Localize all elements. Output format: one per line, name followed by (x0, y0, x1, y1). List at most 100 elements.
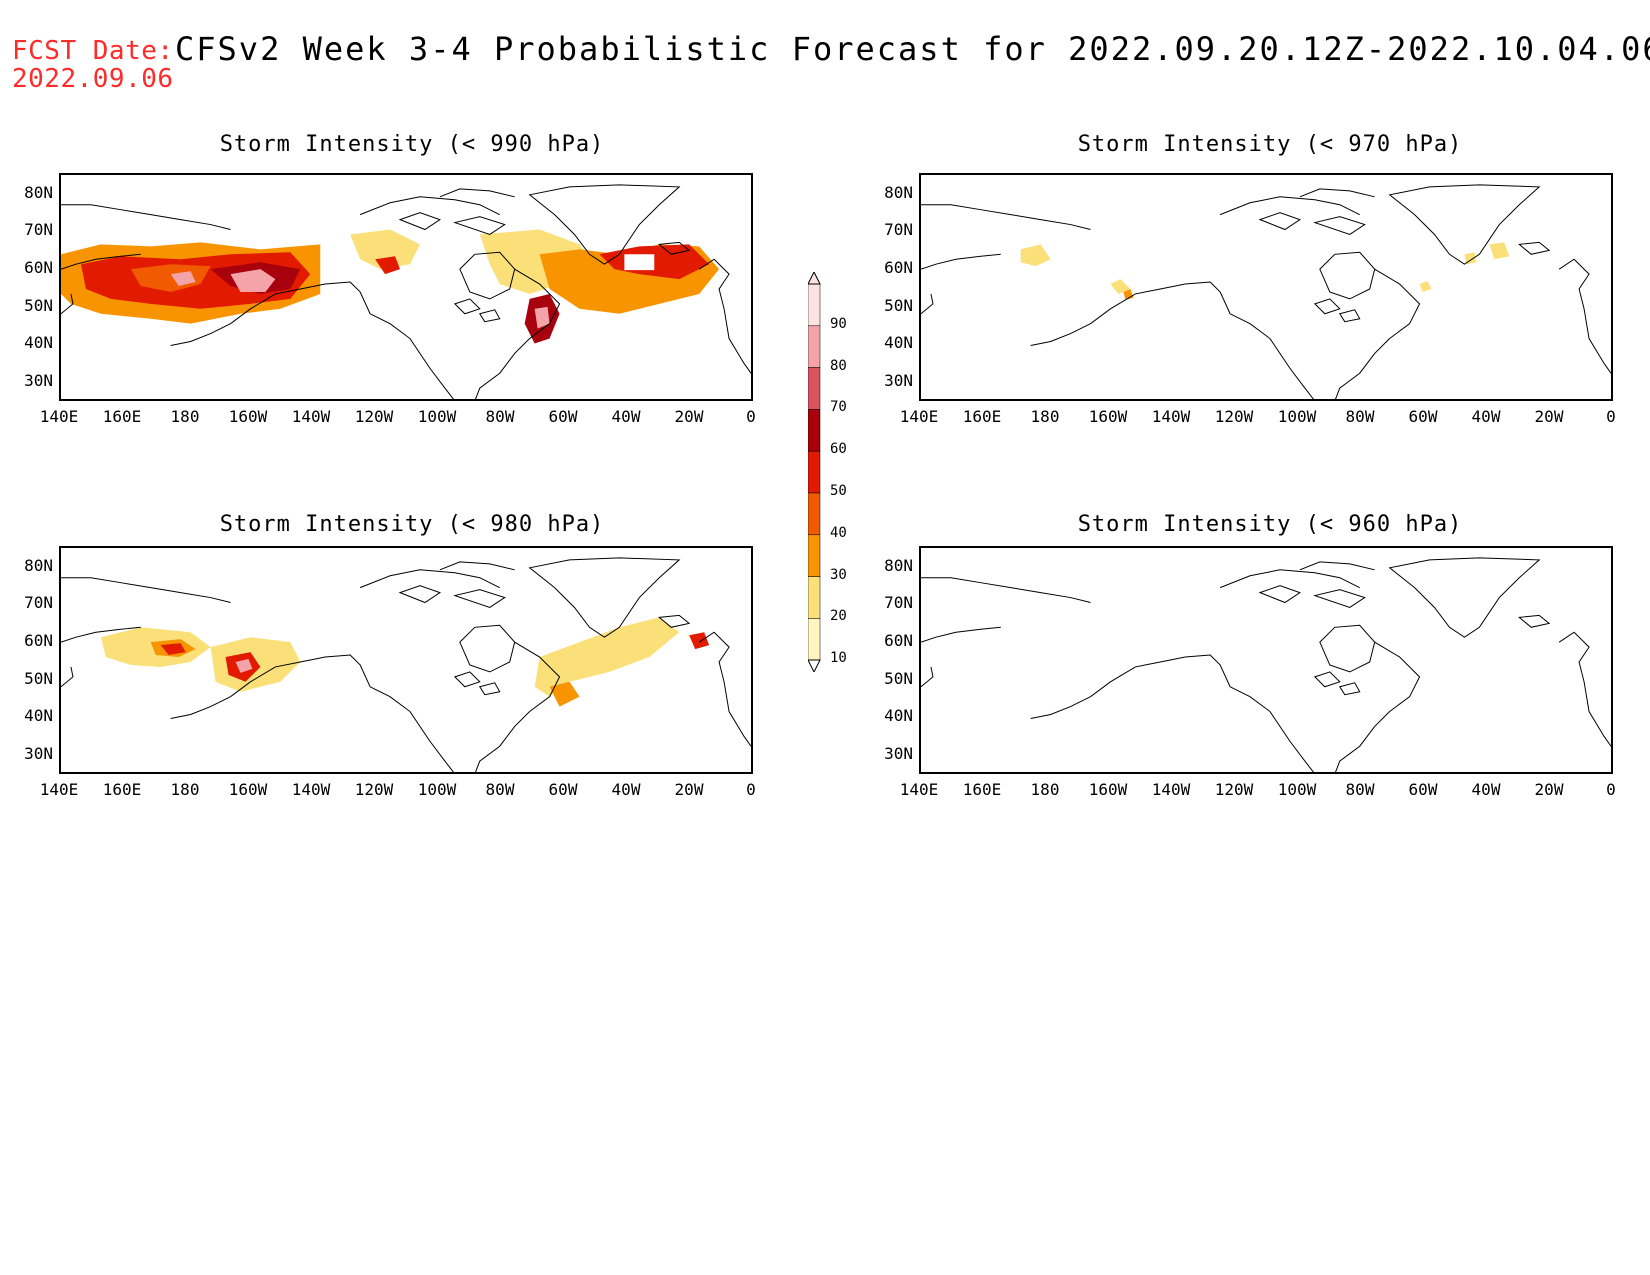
coastline (459, 624, 516, 673)
coastline (61, 666, 74, 688)
colorbar-swatch (808, 367, 821, 410)
colorbar-level-label: 20 (830, 608, 847, 625)
lon-tick-label: 80W (1345, 780, 1375, 799)
coastline (61, 293, 74, 315)
lon-tick-label: 160W (1088, 407, 1128, 426)
panel-title-980: Storm Intensity (< 980 hPa) (219, 512, 605, 537)
lon-tick-label: 140E (39, 407, 79, 426)
lon-tick-label: 40W (611, 407, 641, 426)
lon-tick-label: 20W (674, 780, 704, 799)
lon-tick-label: 0 (1606, 780, 1616, 799)
lon-tick-label: 100W (1277, 407, 1317, 426)
coastline (230, 281, 454, 399)
lat-tick-label: 50N (884, 296, 913, 315)
panel-title-970: Storm Intensity (< 970 hPa) (1077, 132, 1463, 157)
lon-tick-label: 160E (962, 780, 1002, 799)
probability-shading (1020, 244, 1051, 267)
coastline (921, 626, 1001, 643)
lon-tick-label: 60W (548, 407, 578, 426)
fcst-date-label: FCST Date: (12, 36, 174, 66)
lat-tick-label: 70N (884, 593, 913, 612)
lon-tick-label: 160W (1088, 780, 1128, 799)
coastline (528, 184, 681, 265)
panel-title-960: Storm Intensity (< 960 hPa) (1077, 512, 1463, 537)
probability-shading (1489, 242, 1510, 260)
lat-tick-label: 70N (884, 220, 913, 239)
coastline (61, 204, 231, 230)
lat-tick-label: 40N (24, 706, 53, 725)
lon-tick-label: 160E (102, 407, 142, 426)
probability-shading (549, 681, 580, 707)
colorbar-swatch (808, 492, 821, 536)
map-canvas (61, 184, 751, 399)
lat-tick-label: 40N (884, 333, 913, 352)
colorbar-level-label: 30 (830, 566, 847, 583)
coastline (921, 204, 1091, 230)
coastline (1219, 196, 1360, 216)
lat-tick-label: 70N (24, 220, 53, 239)
lat-tick-label: 60N (884, 631, 913, 650)
coastline (1258, 212, 1302, 231)
lon-tick-label: 20W (1534, 780, 1564, 799)
coastline (1319, 251, 1376, 300)
coastline (921, 666, 934, 688)
lon-tick-label: 180 (1030, 780, 1060, 799)
probability-shading (534, 306, 550, 329)
fcst-date-value: 2022.09.06 (12, 64, 174, 94)
lon-tick-label: 160W (228, 780, 268, 799)
coastline (1518, 241, 1551, 255)
colorbar-level-label: 60 (830, 441, 847, 458)
lat-tick-label: 30N (24, 371, 53, 390)
lat-tick-label: 30N (884, 371, 913, 390)
probability-shading (375, 256, 401, 275)
colorbar-swatch (808, 325, 821, 368)
coastline (921, 253, 1001, 270)
coastline (1258, 585, 1302, 604)
coastline (698, 631, 751, 747)
colorbar-level-label: 40 (830, 524, 847, 541)
lon-tick-label: 80W (1345, 407, 1375, 426)
lon-tick-label: 180 (170, 407, 200, 426)
coastline (1558, 631, 1611, 747)
colorbar-level-label: 10 (830, 650, 847, 667)
lon-tick-label: 120W (1214, 780, 1254, 799)
lat-tick-label: 30N (24, 744, 53, 763)
map-canvas (921, 557, 1611, 772)
coastline (230, 654, 454, 772)
lat-tick-label: 60N (24, 258, 53, 277)
lon-tick-label: 0 (746, 780, 756, 799)
lon-tick-label: 180 (1030, 407, 1060, 426)
coastline (398, 585, 442, 604)
lat-tick-label: 80N (884, 556, 913, 575)
colorbar-swatch (808, 534, 821, 577)
lon-tick-label: 60W (1408, 407, 1438, 426)
lon-tick-label: 120W (1214, 407, 1254, 426)
coastline (1313, 216, 1366, 236)
coastline (1313, 298, 1341, 315)
lon-tick-label: 140E (899, 780, 939, 799)
probability-shading (235, 659, 253, 673)
coastline (1335, 268, 1421, 399)
coastline (170, 323, 231, 346)
lon-tick-label: 140W (1151, 407, 1191, 426)
lon-tick-label: 120W (354, 407, 394, 426)
coastline (1030, 323, 1091, 346)
map-panel-970 (919, 173, 1613, 401)
coastline (453, 298, 481, 315)
coastline (1558, 258, 1611, 374)
colorbar-level-label: 70 (830, 399, 847, 416)
lat-tick-label: 60N (884, 258, 913, 277)
lon-tick-label: 0 (746, 407, 756, 426)
colorbar-level-label: 50 (830, 483, 847, 499)
lon-tick-label: 140W (291, 780, 331, 799)
page-title: CFSv2 Week 3-4 Probabilistic Forecast fo… (175, 30, 1650, 68)
coastline (453, 216, 506, 236)
probability-shading (230, 269, 276, 292)
colorbar-swatch (808, 618, 821, 661)
coastline (1219, 569, 1360, 589)
lon-tick-label: 100W (417, 780, 457, 799)
coastline (658, 241, 691, 255)
coastline (398, 212, 442, 231)
probability-shading (160, 643, 186, 656)
coastline (1335, 641, 1421, 772)
